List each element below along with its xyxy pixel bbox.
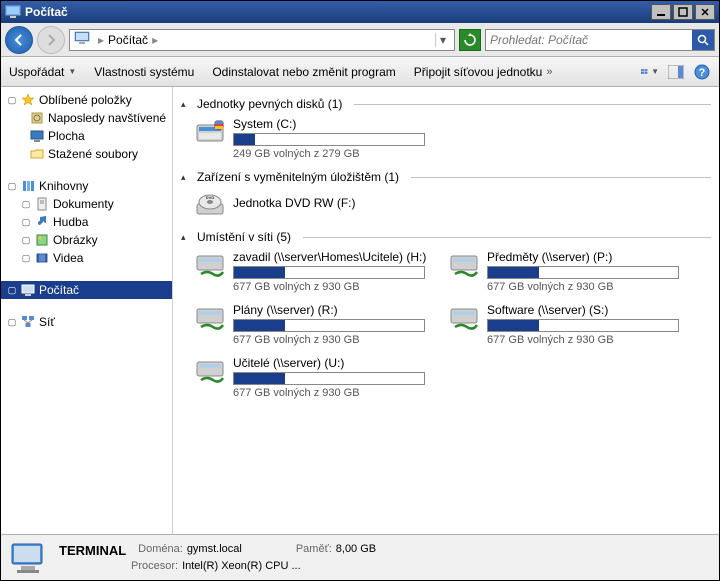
tree-videos[interactable]: ▢ Videa xyxy=(1,249,172,267)
computer-icon xyxy=(74,30,90,49)
forward-button[interactable] xyxy=(37,26,65,54)
search-button[interactable] xyxy=(692,30,714,50)
window-title: Počítač xyxy=(25,5,649,19)
svg-text:DVD: DVD xyxy=(206,195,215,200)
collapse-arrow-icon: ▴ xyxy=(181,232,191,243)
tree-libraries[interactable]: ▢ Knihovny xyxy=(1,177,172,195)
star-icon xyxy=(20,92,36,108)
drive-zavadil-h[interactable]: zavadil (\\server\Homes\Ucitele) (H:) 67… xyxy=(195,250,423,293)
breadcrumb-separator: ▸ xyxy=(152,33,158,47)
dvd-drive-icon: DVD xyxy=(195,190,225,220)
computer-large-icon xyxy=(9,539,47,577)
tree-pictures[interactable]: ▢ Obrázky xyxy=(1,231,172,249)
drive-ucitele-u[interactable]: Učitelé (\\server) (U:) 677 GB volných z… xyxy=(195,356,423,399)
preview-pane-button[interactable] xyxy=(667,63,685,81)
drive-predmety-p[interactable]: Předměty (\\server) (P:) 677 GB volných … xyxy=(449,250,677,293)
maximize-button[interactable] xyxy=(673,4,693,20)
address-text: Počítač xyxy=(108,33,148,47)
tree-recent[interactable]: Naposledy navštívené xyxy=(1,109,172,127)
collapse-arrow-icon: ▴ xyxy=(181,99,191,110)
back-button[interactable] xyxy=(5,26,33,54)
computer-icon xyxy=(5,4,21,20)
tree-documents[interactable]: ▢ Dokumenty xyxy=(1,195,172,213)
tree-computer[interactable]: ▢ Počítač xyxy=(1,281,172,299)
tree-downloads[interactable]: Stažené soubory xyxy=(1,145,172,163)
network-drive-icon xyxy=(195,303,225,333)
minimize-button[interactable] xyxy=(651,4,671,20)
pictures-icon xyxy=(34,232,50,248)
map-network-drive-button[interactable]: Připojit síťovou jednotku » xyxy=(414,65,553,79)
network-drive-icon xyxy=(195,356,225,386)
close-button[interactable] xyxy=(695,4,715,20)
view-options-button[interactable]: ▼ xyxy=(641,63,659,81)
drive-system-c[interactable]: System (C:) 249 GB volných z 279 GB xyxy=(195,117,423,160)
refresh-button[interactable] xyxy=(459,29,481,51)
system-properties-button[interactable]: Vlastnosti systému xyxy=(94,65,194,79)
details-pane: TERMINAL Doména: gymst.local Paměť: 8,00… xyxy=(1,534,719,580)
network-icon xyxy=(20,314,36,330)
tree-music[interactable]: ▢ Hudba xyxy=(1,213,172,231)
network-drive-icon xyxy=(449,250,479,280)
network-drive-icon xyxy=(195,250,225,280)
section-hard-drives[interactable]: ▴ Jednotky pevných disků (1) xyxy=(181,97,711,111)
breadcrumb-separator: ▸ xyxy=(98,33,104,47)
tree-favorites[interactable]: ▢ Oblíbené položky xyxy=(1,91,172,109)
search-input[interactable] xyxy=(486,33,692,47)
folder-icon xyxy=(29,146,45,162)
section-removable[interactable]: ▴ Zařízení s vyměnitelným úložištěm (1) xyxy=(181,170,711,184)
organize-menu[interactable]: Uspořádat ▼ xyxy=(9,65,76,79)
uninstall-programs-button[interactable]: Odinstalovat nebo změnit program xyxy=(212,65,395,79)
address-dropdown[interactable]: ▾ xyxy=(435,33,450,47)
help-button[interactable]: ? xyxy=(693,63,711,81)
hard-drive-icon xyxy=(195,117,225,147)
drive-plany-r[interactable]: Plány (\\server) (R:) 677 GB volných z 9… xyxy=(195,303,423,346)
music-icon xyxy=(34,214,50,230)
documents-icon xyxy=(34,196,50,212)
network-drive-icon xyxy=(449,303,479,333)
drive-software-s[interactable]: Software (\\server) (S:) 677 GB volných … xyxy=(449,303,677,346)
tree-network[interactable]: ▢ Síť xyxy=(1,313,172,331)
collapse-arrow-icon: ▴ xyxy=(181,172,191,183)
desktop-icon xyxy=(29,128,45,144)
recent-icon xyxy=(29,110,45,126)
videos-icon xyxy=(34,250,50,266)
computer-icon xyxy=(20,282,36,298)
tree-desktop[interactable]: Plocha xyxy=(1,127,172,145)
search-bar[interactable] xyxy=(485,29,715,51)
computer-name: TERMINAL xyxy=(59,543,126,558)
drive-dvd-f[interactable]: DVD Jednotka DVD RW (F:) xyxy=(195,190,423,220)
navigation-tree: ▢ Oblíbené položky Naposledy navštívené … xyxy=(1,87,173,567)
drive-fill xyxy=(234,134,255,145)
svg-text:?: ? xyxy=(699,67,706,79)
libraries-icon xyxy=(20,178,36,194)
section-network-locations[interactable]: ▴ Umístění v síti (5) xyxy=(181,230,711,244)
address-bar[interactable]: ▸ Počítač ▸ ▾ xyxy=(69,29,455,51)
